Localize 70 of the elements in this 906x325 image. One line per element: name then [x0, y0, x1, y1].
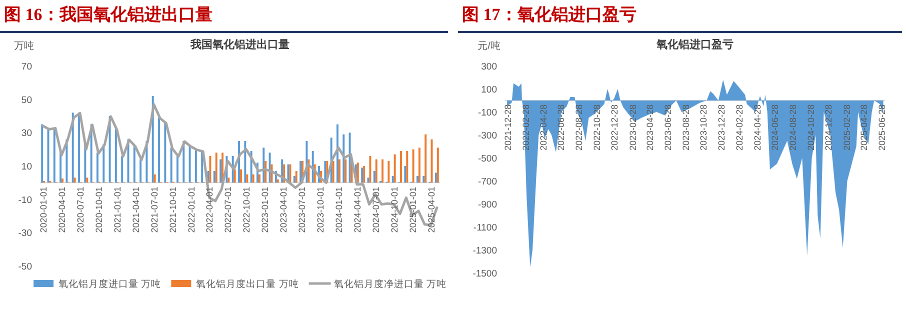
x-tick-label: 2023-07-01: [297, 186, 308, 233]
x-tick-label: 2023-04-01: [278, 186, 289, 233]
x-tick-label: 2020-10-01: [94, 186, 104, 233]
y-tick-label: 50: [21, 94, 32, 106]
x-tick-label: 2024-04-28: [752, 104, 762, 151]
y-axis-title: 万吨: [14, 40, 34, 52]
x-tick-label: 2024-10-28: [806, 104, 816, 151]
x-tick-label: 2021-07-01: [149, 186, 160, 233]
x-tick-label: 2024-08-28: [788, 104, 798, 151]
x-tick-label: 2023-12-28: [716, 104, 727, 151]
y-axis-title: 元/吨: [478, 40, 500, 52]
x-tick-label: 2022-04-28: [538, 104, 548, 151]
y-tick-label: -1500: [472, 268, 497, 280]
chart-subtitle: 氧化铝进口盈亏: [656, 38, 734, 51]
y-tick-label: -1100: [473, 222, 497, 234]
x-tick-label: 2022-10-01: [242, 186, 252, 233]
legend-label: 氧化铝月度进口量 万吨: [58, 278, 162, 290]
x-tick-label: 2023-04-28: [645, 104, 656, 151]
y-tick-label: 100: [481, 84, 497, 96]
x-tick-label: 2024-07-01: [370, 186, 381, 233]
y-tick-label: -10: [18, 194, 32, 206]
y-tick-label: 70: [21, 62, 32, 72]
y-tick-label: -900: [478, 200, 497, 210]
y-tick-label: -50: [18, 262, 32, 272]
x-tick-label: 2022-07-01: [223, 186, 234, 233]
x-tick-label: 2021-01-01: [112, 186, 122, 233]
x-tick-label: 2023-08-28: [680, 104, 691, 151]
x-tick-label: 2022-02-28: [520, 104, 531, 151]
x-tick-label: 2022-10-28: [592, 104, 602, 151]
x-tick-label: 2023-02-28: [628, 104, 638, 151]
x-tick-label: 2024-02-28: [734, 104, 745, 151]
x-tick-label: 2021-10-01: [168, 186, 178, 233]
legend-label: 氧化铝月度净进口量 万吨: [334, 278, 446, 290]
y-tick-label: -100: [478, 108, 497, 118]
y-tick-label: -500: [478, 154, 497, 164]
chart-title: 图 17：氧化铝进口盈亏: [462, 5, 636, 24]
x-tick-label: 2022-08-28: [574, 104, 584, 151]
x-tick-label: 2025-04-28: [859, 104, 870, 151]
x-tick-label: 2020-01-01: [38, 186, 49, 233]
x-tick-label: 2024-10-01: [389, 186, 400, 233]
y-tick-label: 30: [21, 128, 32, 140]
x-tick-label: 2024-04-01: [352, 186, 362, 233]
y-tick-label: 10: [21, 162, 32, 172]
chart-subtitle: 我国氧化铝进出口量: [190, 38, 290, 51]
y-tick-label: -700: [478, 176, 497, 188]
legend-label: 氧化铝月度出口量 万吨: [196, 278, 299, 290]
y-tick-label: -1300: [472, 246, 497, 256]
x-tick-label: 2024-12-28: [824, 104, 834, 151]
x-tick-label: 2022-04-01: [204, 186, 215, 233]
x-tick-label: 2023-01-01: [260, 186, 270, 233]
y-tick-label: 300: [481, 62, 497, 72]
x-tick-label: 2024-06-28: [770, 104, 780, 151]
y-tick-label: -30: [18, 228, 32, 240]
x-tick-label: 2024-01-01: [334, 186, 344, 233]
x-tick-label: 2025-06-28: [876, 104, 887, 151]
x-tick-label: 2025-04-01: [426, 186, 436, 233]
y-tick-label: -300: [478, 130, 497, 142]
x-tick-label: 2020-07-01: [76, 186, 86, 233]
x-tick-label: 2022-06-28: [556, 104, 566, 151]
x-tick-label: 2021-12-28: [502, 104, 513, 151]
x-tick-label: 2025-01-01: [408, 186, 418, 233]
x-tick-label: 2020-04-01: [57, 186, 68, 233]
x-tick-label: 2025-02-28: [842, 104, 852, 151]
x-tick-label: 2022-12-28: [610, 104, 620, 151]
x-tick-label: 2023-06-28: [662, 104, 673, 151]
x-tick-label: 2023-10-01: [316, 186, 326, 233]
x-tick-label: 2022-01-01: [186, 186, 196, 233]
x-tick-label: 2023-10-28: [698, 104, 709, 151]
x-tick-label: 2021-04-01: [130, 186, 141, 233]
chart-title: 图 16：我国氧化铝进出口量: [4, 5, 212, 24]
